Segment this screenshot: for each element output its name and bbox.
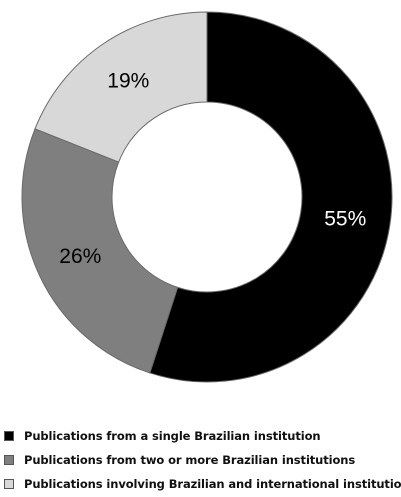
legend: Publications from a single Brazilian ins… [4, 424, 401, 496]
label-multiple-institutions: 26% [59, 245, 101, 268]
legend-swatch-multiple-institutions [4, 455, 14, 465]
legend-item-single-institution: Publications from a single Brazilian ins… [4, 424, 401, 448]
legend-swatch-international-institutions [4, 479, 14, 489]
legend-item-international-institutions: Publications involving Brazilian and int… [4, 472, 401, 496]
slice-single-institution [149, 11, 393, 383]
donut-chart: 55% 26% 19% [21, 11, 393, 383]
slice-labels: 55% 26% 19% [59, 70, 366, 268]
legend-label-international-institutions: Publications involving Brazilian and int… [24, 477, 401, 491]
donut-slices [21, 11, 393, 383]
slice-international-institutions [34, 11, 208, 163]
slice-multiple-institutions [21, 128, 179, 374]
legend-label-multiple-institutions: Publications from two or more Brazilian … [24, 453, 356, 467]
legend-item-multiple-institutions: Publications from two or more Brazilian … [4, 448, 401, 472]
legend-swatch-single-institution [4, 431, 14, 441]
label-single-institution: 55% [324, 207, 366, 230]
legend-label-single-institution: Publications from a single Brazilian ins… [24, 429, 321, 443]
label-international-institutions: 19% [107, 70, 149, 93]
